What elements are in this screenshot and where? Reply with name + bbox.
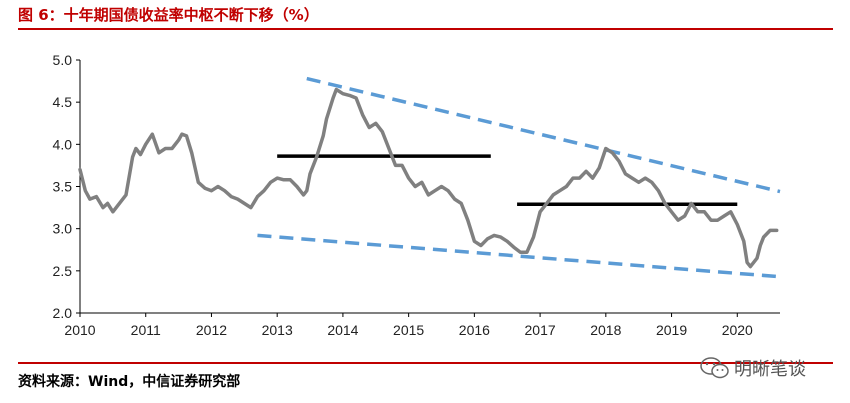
x-tick-label: 2016 <box>459 322 490 338</box>
y-tick-label: 3.0 <box>53 221 73 237</box>
yield-chart: 2.0 2.5 3.0 3.5 4.0 4.5 5.0 2010 2011 2012 2013 201… <box>53 52 781 338</box>
y-tick-label: 5.0 <box>53 52 73 68</box>
watermark-text: 明晰笔谈 <box>734 359 806 380</box>
wechat-icon <box>700 357 729 379</box>
source-note: 资料来源：Wind，中信证券研究部 <box>18 374 241 390</box>
x-tick-label: 2018 <box>590 322 621 338</box>
trend-line <box>306 76 781 194</box>
y-tick-label: 4.5 <box>53 94 73 110</box>
footer-divider <box>18 362 833 364</box>
x-tick-label: 2014 <box>327 322 358 338</box>
x-tick-label: 2020 <box>722 322 753 338</box>
watermark: 明晰笔谈 <box>700 355 806 381</box>
y-tick-label: 4.0 <box>53 136 73 152</box>
y-tick-label: 3.5 <box>53 179 73 195</box>
x-tick-label: 2011 <box>131 322 161 338</box>
title-divider <box>18 28 833 30</box>
x-tick-label: 2019 <box>656 322 687 338</box>
yield-series-line <box>78 87 779 269</box>
chart-title: 图 6：十年期国债收益率中枢不断下移（%） <box>18 6 319 24</box>
x-tick-label: 2013 <box>262 322 293 338</box>
reference-lines <box>257 76 781 279</box>
x-tick-label: 2010 <box>64 322 95 338</box>
tick-labels: 2.0 2.5 3.0 3.5 4.0 4.5 5.0 2010 2011 2012 2013 201… <box>53 52 754 338</box>
x-tick-label: 2015 <box>393 322 424 338</box>
trend-line <box>257 233 781 279</box>
x-tick-label: 2012 <box>196 322 227 338</box>
series-layer <box>78 87 779 269</box>
x-tick-label: 2017 <box>525 322 556 338</box>
y-tick-label: 2.0 <box>53 305 73 321</box>
chart-axes <box>76 59 780 317</box>
y-tick-label: 2.5 <box>53 263 73 279</box>
